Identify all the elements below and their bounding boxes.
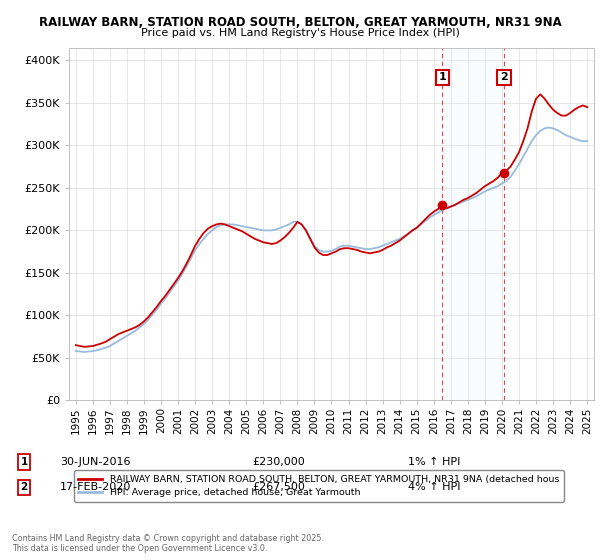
Text: Price paid vs. HM Land Registry's House Price Index (HPI): Price paid vs. HM Land Registry's House … [140, 28, 460, 38]
Text: RAILWAY BARN, STATION ROAD SOUTH, BELTON, GREAT YARMOUTH, NR31 9NA: RAILWAY BARN, STATION ROAD SOUTH, BELTON… [38, 16, 562, 29]
Bar [442, 48, 504, 400]
Text: 30-JUN-2016: 30-JUN-2016 [60, 457, 131, 467]
Text: 1: 1 [439, 72, 446, 82]
Text: 1: 1 [20, 457, 28, 467]
Text: Contains HM Land Registry data © Crown copyright and database right 2025.
This d: Contains HM Land Registry data © Crown c… [12, 534, 324, 553]
Text: 1% ↑ HPI: 1% ↑ HPI [408, 457, 460, 467]
Legend: RAILWAY BARN, STATION ROAD SOUTH, BELTON, GREAT YARMOUTH, NR31 9NA (detached hou: RAILWAY BARN, STATION ROAD SOUTH, BELTON… [74, 470, 564, 502]
Text: 2: 2 [500, 72, 508, 82]
Text: 2: 2 [20, 482, 28, 492]
Text: £267,500: £267,500 [252, 482, 305, 492]
Text: £230,000: £230,000 [252, 457, 305, 467]
Text: 17-FEB-2020: 17-FEB-2020 [60, 482, 131, 492]
Text: 4% ↑ HPI: 4% ↑ HPI [408, 482, 461, 492]
